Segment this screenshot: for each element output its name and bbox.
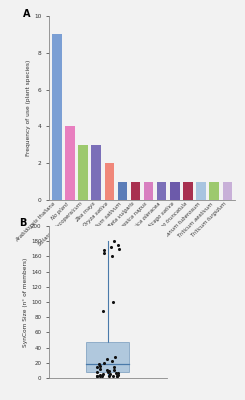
- Bar: [91, 145, 101, 200]
- Point: [109, 244, 112, 250]
- Y-axis label: SynCom Size (n° of members): SynCom Size (n° of members): [23, 257, 28, 347]
- Point: [107, 368, 111, 374]
- Point: [116, 242, 120, 248]
- Bar: [223, 182, 232, 200]
- Point: [110, 253, 114, 260]
- Point: [111, 373, 115, 380]
- Bar: [183, 182, 193, 200]
- Point: [108, 371, 112, 378]
- Point: [117, 246, 121, 252]
- Point: [100, 373, 104, 380]
- Point: [95, 373, 99, 380]
- Point: [95, 372, 99, 379]
- Bar: [78, 145, 88, 200]
- Bar: [105, 163, 114, 200]
- Point: [112, 367, 116, 374]
- Point: [102, 247, 106, 254]
- Y-axis label: Frequency of use (plant species): Frequency of use (plant species): [26, 60, 31, 156]
- Point: [98, 372, 102, 378]
- Bar: [118, 182, 127, 200]
- Point: [98, 373, 102, 380]
- Point: [116, 370, 120, 377]
- Point: [101, 371, 105, 378]
- Point: [115, 372, 119, 379]
- Bar: [209, 182, 219, 200]
- Point: [95, 363, 99, 370]
- Point: [102, 250, 106, 256]
- Point: [105, 356, 109, 362]
- Point: [112, 238, 116, 244]
- Bar: [65, 126, 75, 200]
- Point: [101, 308, 105, 314]
- Bar: [170, 182, 180, 200]
- Point: [114, 370, 118, 376]
- Point: [106, 369, 110, 375]
- Bar: [157, 182, 167, 200]
- Point: [107, 373, 110, 380]
- Point: [98, 366, 102, 372]
- Text: B: B: [20, 218, 27, 228]
- Point: [97, 361, 101, 368]
- Point: [106, 367, 110, 374]
- Text: A: A: [23, 9, 30, 19]
- Point: [101, 360, 105, 366]
- Point: [110, 358, 114, 364]
- Point: [116, 372, 120, 378]
- Point: [112, 364, 116, 370]
- FancyBboxPatch shape: [86, 342, 129, 372]
- Point: [98, 363, 101, 369]
- Bar: [196, 182, 206, 200]
- Bar: [144, 182, 153, 200]
- Bar: [131, 182, 140, 200]
- Point: [111, 299, 115, 305]
- Bar: [52, 34, 61, 200]
- Point: [95, 369, 98, 375]
- Point: [115, 372, 119, 379]
- Point: [113, 354, 117, 360]
